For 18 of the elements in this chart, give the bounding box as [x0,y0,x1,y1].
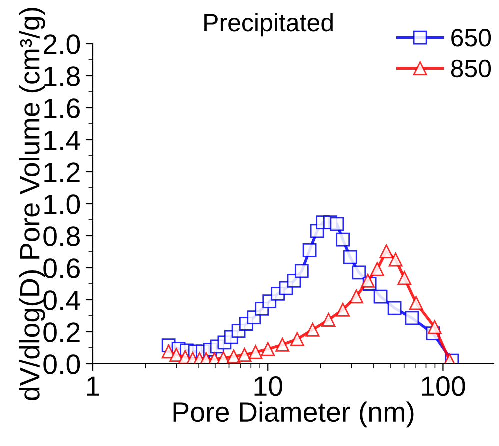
legend-label: 650 [452,29,492,47]
y-tick-label: 0.0 [44,354,80,374]
legend-label: 850 [451,60,492,78]
y-tick-label: 1.2 [44,162,80,182]
x-tick-label: 10 [254,376,282,396]
y-tick-label: 2.0 [44,34,80,54]
x-tick-label: 100 [422,376,466,396]
y-tick-label: 1.4 [44,130,80,150]
x-tick-label: 1 [87,376,100,396]
y-tick-label: 0.2 [44,322,80,342]
y-tick-label: 0.4 [44,290,80,310]
y-tick-label: 1.0 [44,194,80,214]
y-tick-label: 0.6 [44,258,80,278]
y-tick-label: 0.8 [44,226,80,246]
chart-title: Precipitated [204,13,333,37]
x-axis-title: Pore Diameter (nm) [174,402,414,428]
y-tick-label: 1.6 [44,98,80,118]
y-tick-label: 1.8 [44,66,80,86]
